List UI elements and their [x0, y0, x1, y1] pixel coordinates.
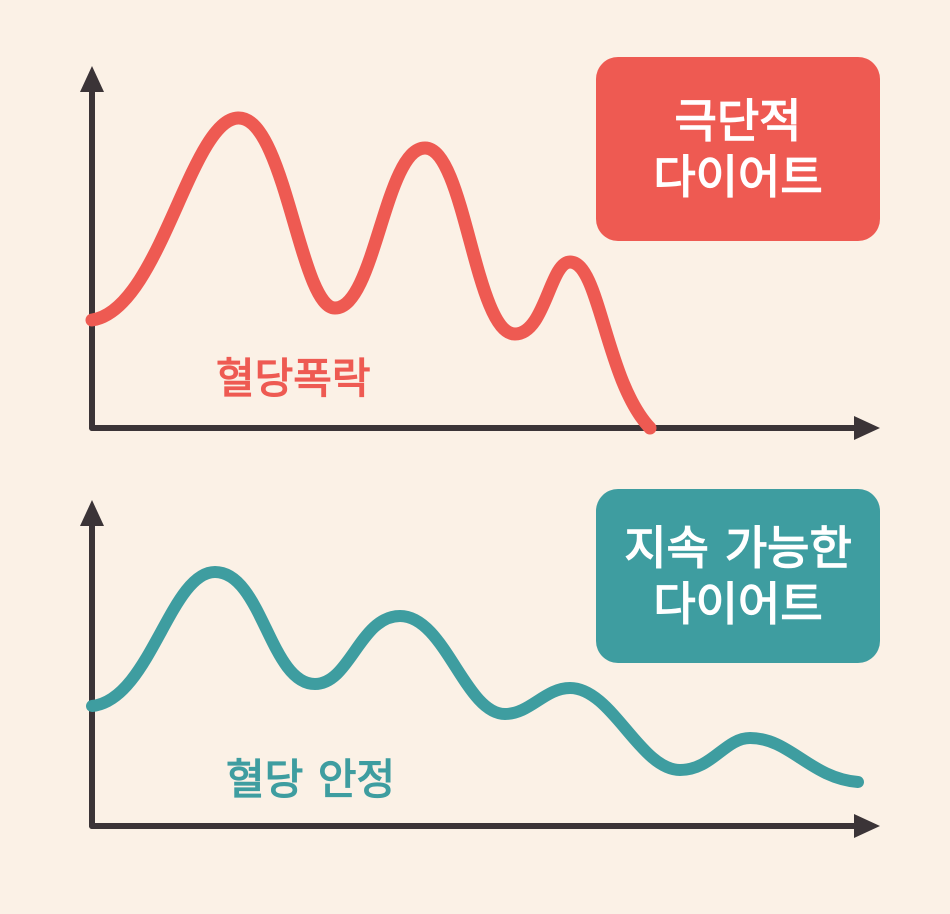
blood-sugar-stable-label: 혈당 안정	[226, 755, 396, 804]
crash-glucose-curve	[85, 111, 657, 435]
top-axes	[80, 66, 880, 440]
bottom-axes	[80, 500, 880, 838]
extreme-diet-badge-line1: 극단적	[674, 94, 802, 148]
bottom-y-arrow-icon	[80, 500, 104, 526]
top-x-arrow-icon	[854, 416, 880, 440]
top-y-arrow-icon	[80, 66, 104, 92]
extreme-diet-badge-line2: 다이어트	[653, 150, 823, 204]
sustainable-diet-badge-line2: 다이어트	[653, 577, 823, 631]
bottom-x-arrow-icon	[854, 814, 880, 838]
sustainable-diet-badge: 지속 가능한 다이어트	[596, 489, 880, 663]
stable-glucose-curve	[86, 566, 864, 788]
sustainable-diet-badge-line1: 지속 가능한	[624, 521, 852, 575]
blood-sugar-crash-label: 혈당폭락	[216, 354, 371, 403]
extreme-diet-badge: 극단적 다이어트	[596, 57, 880, 241]
